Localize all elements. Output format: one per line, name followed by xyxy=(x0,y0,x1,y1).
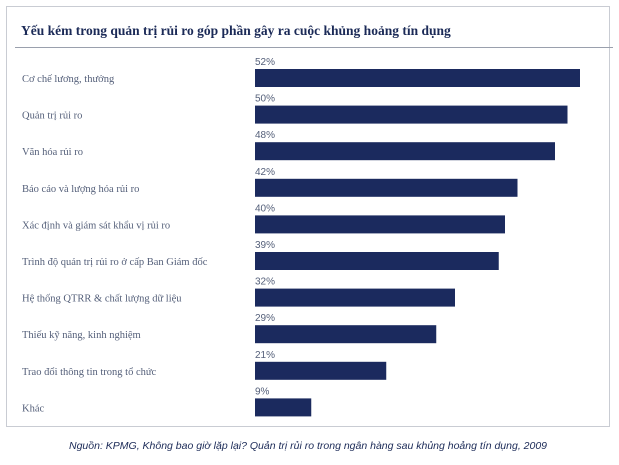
value-label-5: 40% xyxy=(255,203,275,214)
bar-9 xyxy=(255,361,387,380)
value-label-6: 39% xyxy=(255,240,275,251)
value-label-9: 21% xyxy=(255,350,275,361)
category-label-5: Xác định và giám sát khẩu vị rủi ro xyxy=(22,220,170,231)
bar-1 xyxy=(255,69,580,87)
bar-5 xyxy=(255,215,505,234)
value-label-10: 9% xyxy=(255,386,270,397)
chart-title: Yếu kém trong quản trị rủi ro góp phần g… xyxy=(21,23,451,38)
category-label-9: Trao đổi thông tin trong tổ chức xyxy=(22,367,157,378)
value-label-3: 48% xyxy=(255,130,275,141)
category-label-8: Thiếu kỹ năng, kinh nghiệm xyxy=(22,330,141,341)
bar-3 xyxy=(255,142,555,161)
title-divider xyxy=(15,47,613,48)
value-label-2: 50% xyxy=(255,94,275,105)
category-label-7: Hệ thống QTRR & chất lượng dữ liệu xyxy=(22,294,182,305)
value-label-8: 29% xyxy=(255,313,275,324)
value-label-7: 32% xyxy=(255,277,275,288)
value-label-1: 52% xyxy=(255,57,275,68)
bar-7 xyxy=(255,288,455,307)
bar-2 xyxy=(255,105,568,124)
bar-6 xyxy=(255,252,499,270)
category-label-6: Trình độ quản trị rủi ro ở cấp Ban Giám … xyxy=(22,257,208,268)
category-label-4: Báo cáo và lượng hóa rủi ro xyxy=(22,184,139,195)
category-label-10: Khác xyxy=(22,403,44,414)
category-label-1: Cơ chế lương, thưởng xyxy=(22,74,115,85)
value-label-4: 42% xyxy=(255,167,275,178)
bar-4 xyxy=(255,178,518,197)
category-label-3: Văn hóa rủi ro xyxy=(22,147,83,158)
bar-10 xyxy=(255,398,312,417)
bar-8 xyxy=(255,325,437,344)
category-label-2: Quản trị rủi ro xyxy=(22,111,82,122)
source-note: Nguồn: KPMG, Không bao giờ lặp lại? Quản… xyxy=(69,440,548,452)
